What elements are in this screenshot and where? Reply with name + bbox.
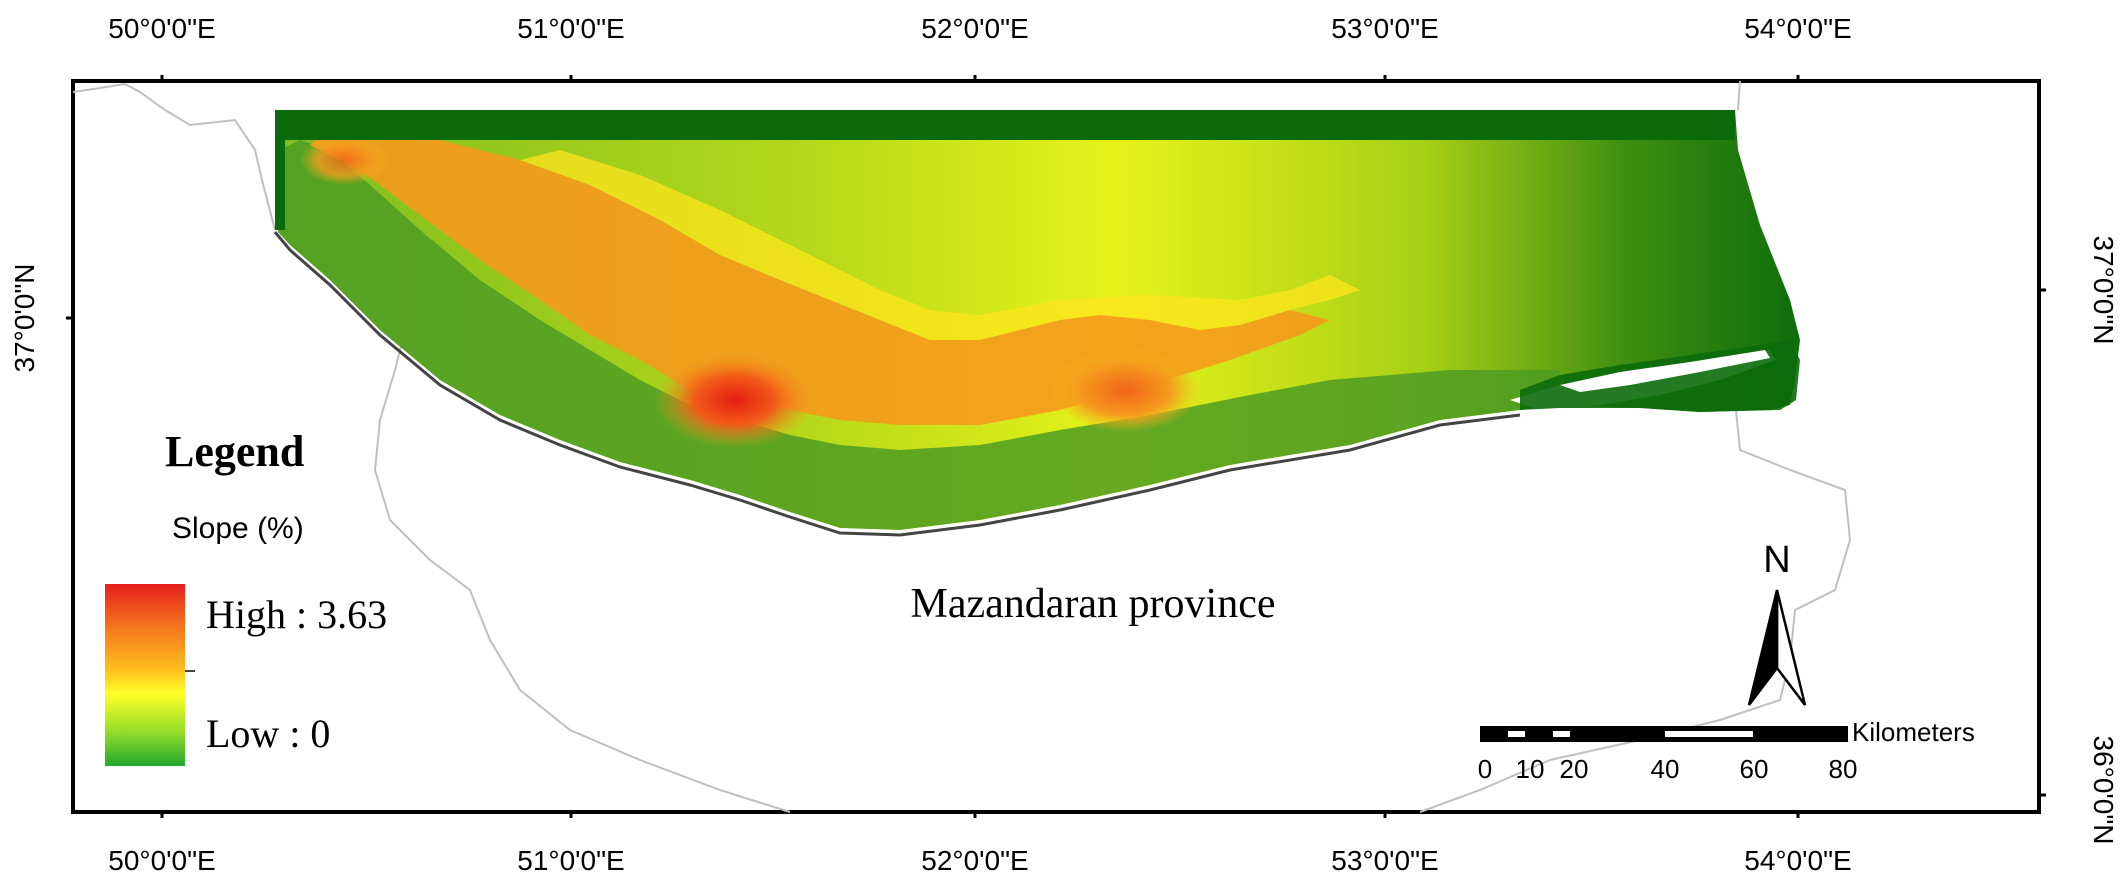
right-tick-label: 37°0'0"N [2088, 236, 2119, 345]
top-tick-label: 50°0'0"E [108, 13, 215, 44]
dark-green-band [275, 110, 1735, 140]
legend-gradient [105, 584, 185, 766]
scale-tick-label: 0 [1478, 754, 1492, 784]
bottom-tick-label: 51°0'0"E [517, 845, 624, 876]
right-axis: 37°0'0"N 36°0'0"N [2039, 236, 2119, 845]
scale-bar-unit: Kilometers [1852, 717, 1975, 747]
scale-tick-label: 40 [1651, 754, 1680, 784]
top-tick-label: 51°0'0"E [517, 13, 624, 44]
top-tick-label: 52°0'0"E [921, 13, 1028, 44]
bottom-axis: 50°0'0"E 51°0'0"E 52°0'0"E 53°0'0"E 54°0… [108, 812, 1852, 876]
bottom-tick-label: 54°0'0"E [1744, 845, 1851, 876]
right-tick-label: 36°0'0"N [2088, 736, 2119, 845]
legend-low-label: Low : 0 [206, 711, 330, 756]
north-arrow-label: N [1763, 539, 1790, 581]
legend-subtitle: Slope (%) [172, 512, 304, 545]
north-arrow: N [1747, 539, 1807, 706]
legend-title: Legend [165, 427, 304, 476]
top-tick-label: 53°0'0"E [1331, 13, 1438, 44]
scale-tick-label: 20 [1560, 754, 1589, 784]
bottom-tick-label: 52°0'0"E [921, 845, 1028, 876]
scale-tick-label: 60 [1740, 754, 1769, 784]
scale-bar: Kilometers 0 10 20 40 60 80 [1478, 717, 1975, 784]
left-axis: 37°0'0"N [9, 264, 73, 373]
top-tick-label: 54°0'0"E [1744, 13, 1851, 44]
slope-raster [275, 110, 1800, 530]
legend: Legend Slope (%) High : 3.63 Low : 0 [105, 427, 387, 766]
top-axis: 50°0'0"E 51°0'0"E 52°0'0"E 53°0'0"E 54°0… [108, 13, 1852, 81]
bottom-tick-label: 50°0'0"E [108, 845, 215, 876]
left-tick-label: 37°0'0"N [9, 264, 40, 373]
province-boundary [72, 80, 1852, 813]
coastline [273, 231, 1521, 537]
scale-tick-label: 10 [1516, 754, 1545, 784]
scale-tick-label: 80 [1829, 754, 1858, 784]
map-frame [71, 79, 2041, 814]
legend-high-label: High : 3.63 [206, 592, 387, 637]
region-label: Mazandaran province [911, 581, 1276, 627]
bottom-tick-label: 53°0'0"E [1331, 845, 1438, 876]
